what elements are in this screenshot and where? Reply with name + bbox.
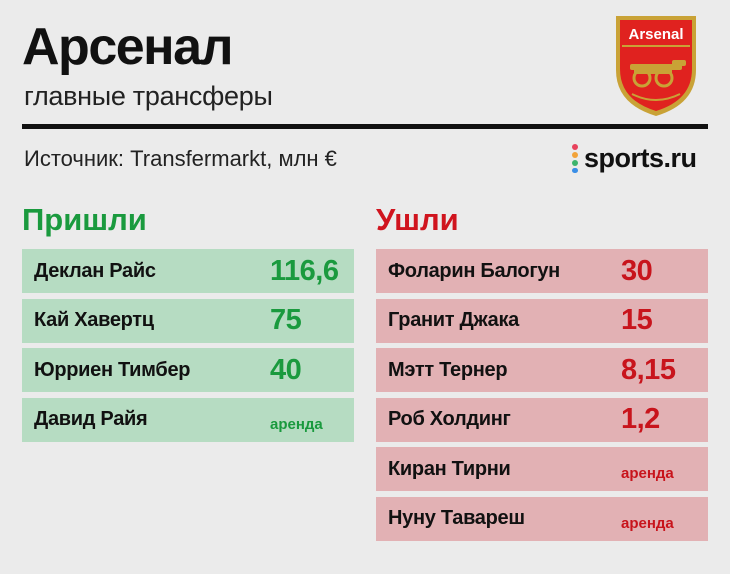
outgoing-row: Киран Тирни аренда xyxy=(376,447,708,492)
incoming-list: Деклан Райс 116,6 Кай Хавертц 75 Юрриен … xyxy=(22,249,354,447)
player-name: Юрриен Тимбер xyxy=(34,358,191,381)
sports-ru-dots-icon xyxy=(572,142,579,174)
crest-text: Arsenal xyxy=(628,26,683,43)
player-name: Киран Тирни xyxy=(388,457,511,480)
transfer-fee: 1,2 xyxy=(621,403,660,436)
player-name: Нуну Тавареш xyxy=(388,507,525,530)
player-name: Деклан Райс xyxy=(34,259,156,282)
transfer-fee: аренда xyxy=(621,465,674,483)
transfer-fee: аренда xyxy=(270,415,323,433)
transfer-fee: 8,15 xyxy=(621,353,676,386)
page-subtitle: главные трансферы xyxy=(24,81,273,111)
outgoing-row: Роб Холдинг 1,2 xyxy=(376,397,708,442)
incoming-row: Юрриен Тимбер 40 xyxy=(22,348,354,393)
outgoing-row: Фоларин Балогун 30 xyxy=(376,249,708,293)
outgoing-heading: Ушли xyxy=(376,202,459,237)
transfer-fee: 75 xyxy=(270,304,302,337)
outgoing-row: Нуну Тавареш аренда xyxy=(376,496,708,541)
incoming-row: Давид Райя аренда xyxy=(22,397,354,442)
incoming-row: Кай Хавертц 75 xyxy=(22,298,354,343)
outgoing-row: Мэтт Тернер 8,15 xyxy=(376,348,708,393)
source-note: Источник: Transfermarkt, млн € xyxy=(24,146,337,171)
player-name: Мэтт Тернер xyxy=(388,358,508,381)
outgoing-list: Фоларин Балогун 30 Гранит Джака 15 Мэтт … xyxy=(376,249,708,547)
player-name: Фоларин Балогун xyxy=(388,259,560,282)
incoming-row: Деклан Райс 116,6 xyxy=(22,249,354,293)
transfer-fee: 15 xyxy=(621,304,653,337)
transfer-fee: 30 xyxy=(621,254,653,287)
brand-name: sports.ru xyxy=(584,142,697,173)
player-name: Роб Холдинг xyxy=(388,408,511,431)
player-name: Давид Райя xyxy=(34,408,148,431)
brand-logo[interactable]: sports.ru xyxy=(572,141,697,175)
header-divider xyxy=(22,124,708,129)
arsenal-crest-icon: Arsenal xyxy=(616,16,696,116)
transfer-fee: 40 xyxy=(270,353,302,386)
player-name: Кай Хавертц xyxy=(34,309,154,332)
transfer-fee: 116,6 xyxy=(270,254,339,287)
transfer-fee: аренда xyxy=(621,514,674,532)
player-name: Гранит Джака xyxy=(388,309,519,332)
incoming-heading: Пришли xyxy=(22,202,147,237)
page-title: Арсенал xyxy=(22,18,234,76)
outgoing-row: Гранит Джака 15 xyxy=(376,298,708,343)
